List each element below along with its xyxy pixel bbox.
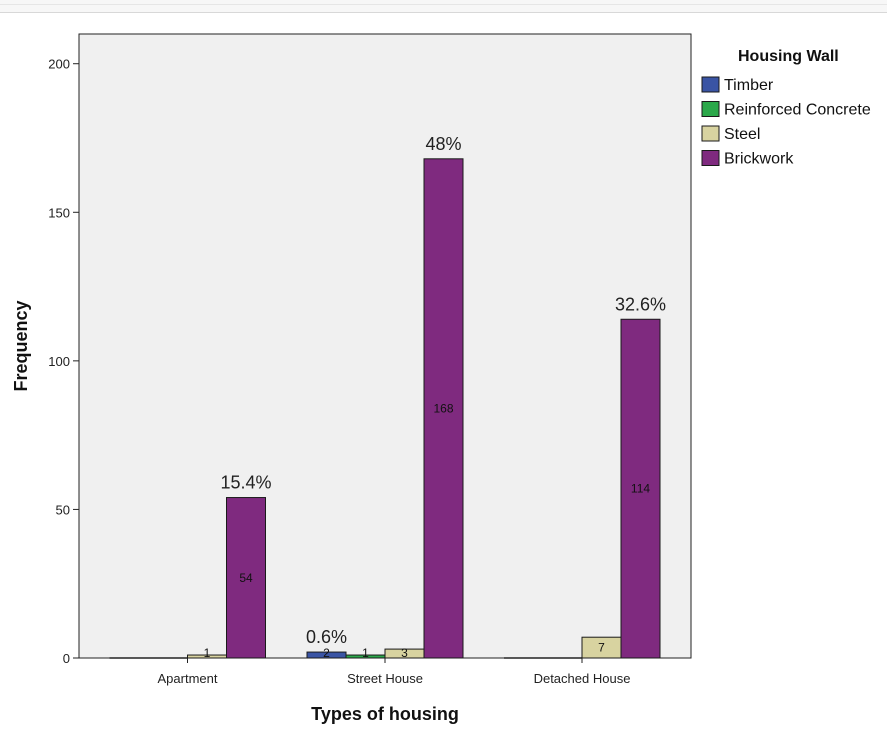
- legend-title: Housing Wall: [738, 48, 839, 65]
- legend-label-steel: Steel: [724, 126, 760, 143]
- y-tick-label-50: 50: [56, 502, 70, 517]
- y-tick-label-100: 100: [48, 354, 70, 369]
- legend-label-brickwork: Brickwork: [724, 151, 794, 168]
- count-label-street-house-steel: 3: [401, 646, 408, 660]
- y-tick-label-0: 0: [63, 651, 70, 666]
- count-label-detached-house-brickwork: 114: [631, 482, 650, 496]
- top-bar-line: [0, 4, 887, 5]
- count-label-street-house-timber: 2: [323, 646, 330, 660]
- bars-group: [109, 158, 661, 659]
- percent-label-detached-house-brickwork: 32.6%: [615, 294, 666, 314]
- bar-labels-group: 1 54 2 1 3 168 7 114 15.4% 0.6% 48% 32.6%: [204, 134, 666, 660]
- count-label-detached-house-steel: 7: [598, 641, 605, 655]
- count-label-apartment-brickwork: 54: [239, 571, 253, 585]
- x-tick-label-apartment: Apartment: [158, 671, 218, 686]
- count-label-apartment-steel: 1: [204, 646, 211, 660]
- percent-label-apartment-brickwork: 15.4%: [220, 473, 271, 493]
- bar-apartment-brickwork: [226, 497, 266, 659]
- count-label-street-house-brickwork: 168: [433, 401, 453, 415]
- window-top-bar: [0, 0, 887, 13]
- percent-label-street-house-brickwork: 48%: [425, 134, 461, 154]
- y-tick-label-200: 200: [48, 57, 70, 72]
- bar-street-house-brickwork: [423, 158, 464, 659]
- plot-area: [78, 33, 692, 659]
- x-axis: Apartment Street House Detached House: [158, 658, 631, 686]
- x-tick-label-street-house: Street House: [347, 671, 423, 686]
- legend: Housing Wall Timber Reinforced Concrete St…: [701, 48, 871, 168]
- count-label-street-house-reinforced-concrete: 1: [362, 646, 369, 660]
- bar-detached-house-brickwork: [620, 318, 661, 659]
- y-axis: 0 50 100 150 200: [48, 57, 79, 666]
- y-axis-title: Frequency: [11, 300, 31, 391]
- legend-label-reinforced-concrete: Reinforced Concrete: [724, 102, 871, 119]
- percent-label-street-house-timber: 0.6%: [306, 627, 347, 647]
- legend-swatch-brickwork: [701, 150, 720, 166]
- y-tick-label-150: 150: [48, 205, 70, 220]
- x-axis-title: Types of housing: [311, 704, 459, 724]
- legend-swatch-timber: [701, 76, 720, 93]
- legend-swatch-steel: [701, 125, 720, 142]
- legend-label-timber: Timber: [724, 77, 774, 94]
- x-tick-label-detached-house: Detached House: [534, 671, 631, 686]
- legend-swatch-reinforced-concrete: [701, 101, 720, 117]
